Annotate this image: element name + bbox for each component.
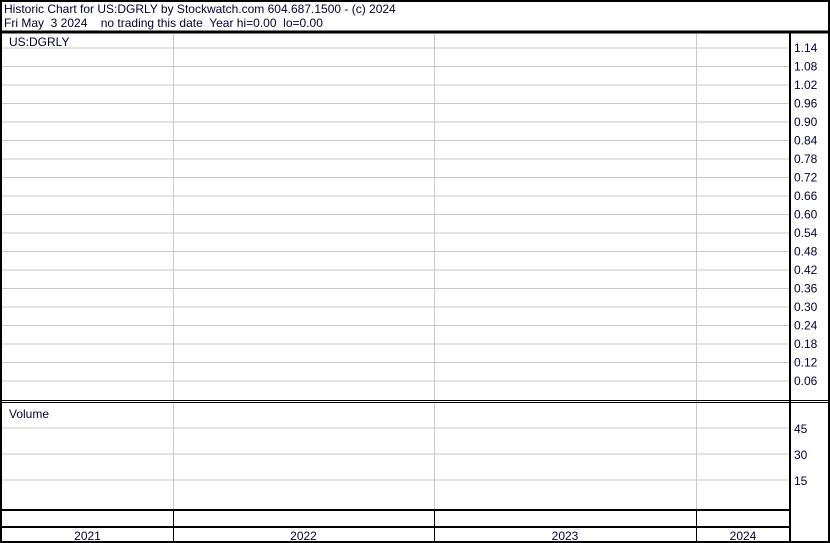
price-tick-label: 0.90 xyxy=(794,115,818,129)
price-tick-label: 1.02 xyxy=(794,78,818,92)
price-tick-label: 0.06 xyxy=(794,374,818,388)
price-panel-label: US:DGRLY xyxy=(9,35,69,49)
price-tick-label: 0.78 xyxy=(794,152,818,166)
price-tick-label: 0.24 xyxy=(794,319,818,333)
price-tick-label: 0.12 xyxy=(794,356,818,370)
price-tick-label: 1.08 xyxy=(794,60,818,74)
year-label: 2022 xyxy=(290,529,317,543)
price-tick-label: 0.72 xyxy=(794,171,818,185)
price-tick-label: 0.30 xyxy=(794,300,818,314)
price-tick-label: 1.14 xyxy=(794,41,818,55)
volume-tick-label: 45 xyxy=(794,422,808,436)
price-tick-label: 0.48 xyxy=(794,245,818,259)
price-tick-label: 0.36 xyxy=(794,282,818,296)
year-label: 2023 xyxy=(552,529,579,543)
price-tick-label: 0.84 xyxy=(794,134,818,148)
price-tick-label: 0.96 xyxy=(794,97,818,111)
price-tick-label: 0.18 xyxy=(794,337,818,351)
price-tick-label: 0.66 xyxy=(794,189,818,203)
price-tick-label: 0.42 xyxy=(794,263,818,277)
chart-subtitle: Fri May 3 2024 no trading this date Year… xyxy=(4,16,323,30)
price-tick-label: 0.54 xyxy=(794,226,818,240)
year-label: 2024 xyxy=(730,529,757,543)
volume-tick-label: 30 xyxy=(794,448,808,462)
price-tick-label: 0.60 xyxy=(794,208,818,222)
volume-panel-label: Volume xyxy=(9,407,49,421)
year-label: 2021 xyxy=(74,529,101,543)
volume-tick-label: 15 xyxy=(794,474,808,488)
chart-title: Historic Chart for US:DGRLY by Stockwatc… xyxy=(4,2,396,16)
